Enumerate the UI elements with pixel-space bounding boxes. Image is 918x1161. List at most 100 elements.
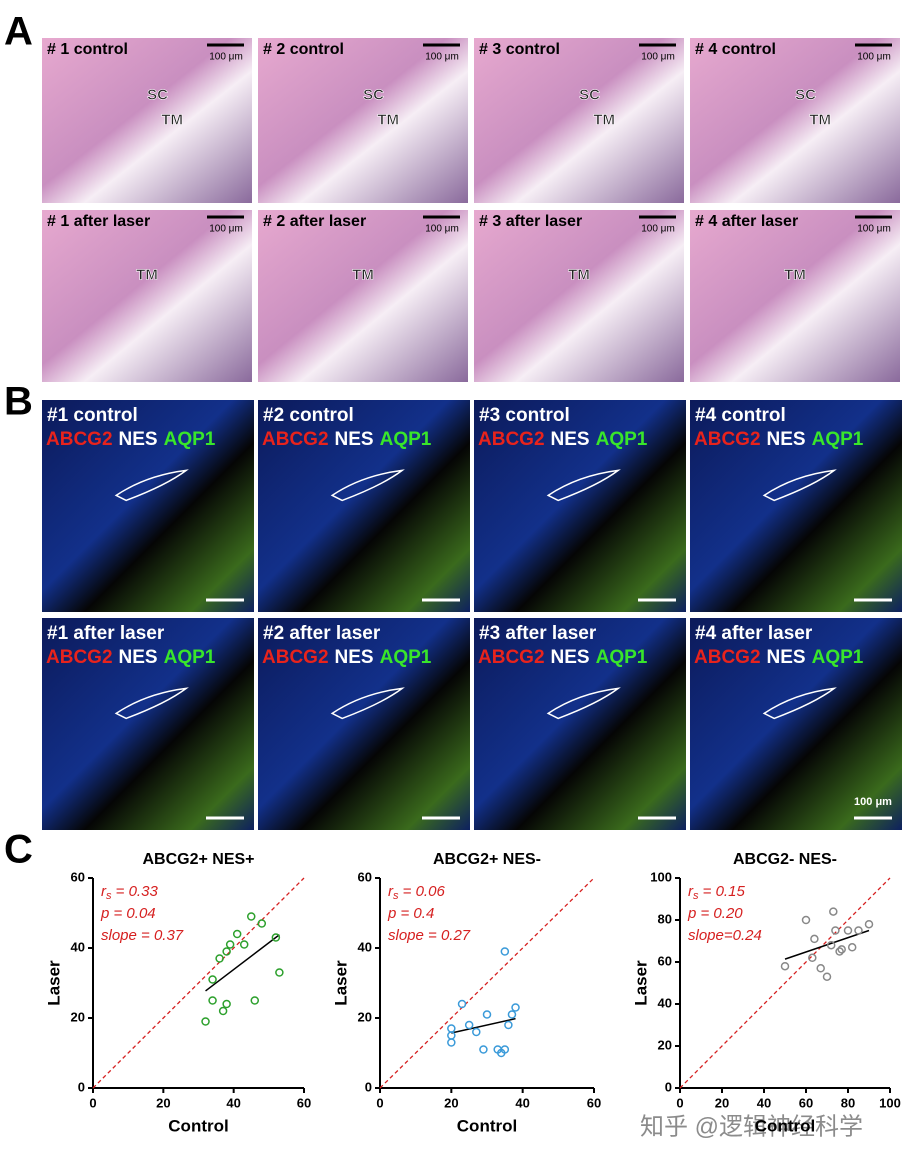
point (275, 968, 284, 977)
y-tick-label: 60 (71, 869, 85, 884)
stat-text: slope=0.24 (688, 927, 762, 944)
histology-image (690, 210, 900, 382)
x-tick-label: 20 (715, 1095, 729, 1110)
identity-line (379, 877, 595, 1089)
image-caption: #2 control (263, 405, 354, 426)
region-label: SC (363, 87, 384, 104)
point (843, 926, 853, 935)
image-caption: # 4 control (695, 41, 776, 58)
point (457, 999, 467, 1009)
point (500, 947, 510, 956)
point (826, 940, 836, 950)
image-caption: #1 control (47, 405, 138, 426)
scale-bar-label: 100 μm (641, 52, 675, 63)
marker-name: AQP1 (812, 647, 864, 668)
marker-name: AQP1 (164, 647, 216, 668)
point (222, 947, 231, 956)
x-tick-label: 40 (515, 1095, 529, 1110)
scale-bar-label: 100 μm (857, 52, 891, 63)
marker-legend: ABCG2 NES AQP1 (478, 647, 648, 668)
image-caption: # 3 after laser (479, 213, 582, 230)
stat-subscript: s (693, 890, 699, 902)
stat-symbol: r (101, 883, 107, 900)
fluorescence-image (474, 400, 686, 612)
point (271, 933, 281, 942)
x-tick-label: 0 (676, 1095, 683, 1110)
stat-text: = 0.15 (699, 883, 746, 900)
point (507, 1010, 517, 1019)
point (864, 919, 874, 929)
y-tick-label: 0 (665, 1079, 672, 1094)
marker-name: NES (767, 647, 806, 668)
point (208, 996, 217, 1005)
point (239, 940, 249, 949)
image-caption: # 4 after laser (695, 213, 798, 230)
fluorescence-image (474, 618, 686, 830)
y-tick-label: 40 (658, 995, 672, 1010)
histology-image (42, 210, 252, 382)
y-axis-label: Laser (331, 960, 350, 1006)
watermark: 知乎 @逻辑神经科学 (640, 1113, 863, 1140)
panel-label: C (4, 828, 33, 872)
stat-annotation: slope = 0.37 (101, 927, 184, 944)
chart-title: ABCG2- NES- (733, 851, 837, 868)
outline (114, 687, 189, 720)
point (447, 1038, 456, 1047)
image-caption: #4 control (695, 405, 786, 426)
stat-symbol: r (388, 883, 394, 900)
histology-image (474, 38, 684, 203)
marker-name: NES (551, 429, 590, 450)
marker-name: ABCG2 (694, 647, 761, 668)
identity-line (679, 877, 891, 1089)
outline (114, 469, 189, 502)
histology-image (690, 38, 900, 203)
y-tick-label: 0 (365, 1079, 372, 1094)
panel-label: B (4, 380, 33, 424)
x-tick-label: 40 (226, 1095, 240, 1110)
y-tick-label: 0 (78, 1079, 85, 1094)
marker-name: AQP1 (164, 429, 216, 450)
point (257, 919, 267, 928)
y-tick-label: 80 (658, 911, 672, 926)
region-label: TM (161, 111, 183, 128)
region-label: SC (579, 87, 600, 104)
region-label: SC (795, 87, 816, 104)
outline (330, 469, 405, 502)
outline (330, 687, 405, 720)
scale-bar-label: 100 μm (425, 224, 459, 235)
fluorescence-image (42, 400, 254, 612)
outline (762, 687, 837, 720)
marker-name: ABCG2 (46, 429, 113, 450)
histology-image (42, 38, 252, 203)
x-tick-label: 0 (89, 1095, 96, 1110)
marker-legend: ABCG2 NES AQP1 (694, 647, 864, 668)
marker-name: AQP1 (380, 429, 432, 450)
x-tick-label: 100 (879, 1095, 901, 1110)
point (447, 1031, 456, 1040)
outline (762, 469, 837, 502)
point (808, 953, 817, 963)
y-tick-label: 20 (658, 1037, 672, 1052)
region-label: TM (593, 111, 615, 128)
scale-bar-label: 100 μm (641, 224, 675, 235)
histology-image (258, 210, 468, 382)
y-tick-label: 60 (358, 869, 372, 884)
point (250, 996, 260, 1005)
region-label: TM (784, 266, 806, 283)
x-tick-label: 20 (156, 1095, 170, 1110)
fluorescence-image (690, 400, 902, 612)
stat-annotation: rs = 0.06 (388, 883, 445, 902)
point (479, 1045, 488, 1054)
stat-text: p = 0.20 (687, 905, 743, 922)
fluorescence-image (258, 618, 470, 830)
regression-line (451, 1017, 516, 1034)
y-axis-label: Laser (44, 960, 63, 1006)
stat-text: slope = 0.27 (388, 927, 471, 944)
image-caption: #2 after laser (263, 623, 381, 644)
marker-name: ABCG2 (262, 647, 329, 668)
stat-symbol: r (688, 883, 694, 900)
y-tick-label: 40 (358, 939, 372, 954)
point (500, 1045, 510, 1054)
region-label: TM (377, 111, 399, 128)
